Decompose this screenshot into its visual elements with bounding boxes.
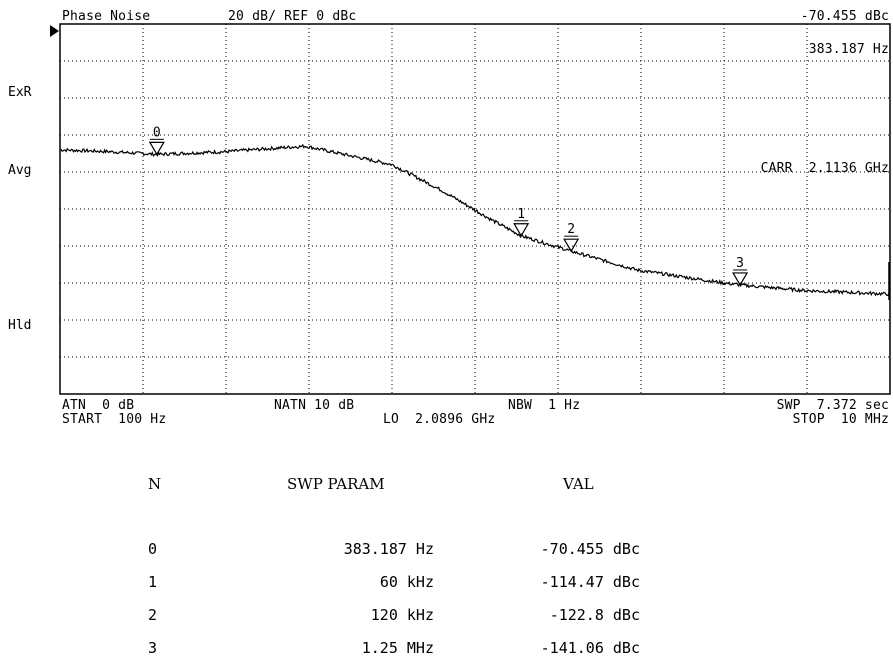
marker-label: 0	[153, 125, 161, 140]
table-header-val: VAL	[563, 475, 594, 493]
table-row-val: -141.06 dBc	[540, 639, 640, 657]
table-row-param: 120 kHz	[370, 606, 434, 624]
table-row-n: 1	[148, 573, 158, 591]
scale-label: 20 dB/ REF 0 dBc	[228, 9, 357, 24]
marker-label: 2	[567, 222, 575, 237]
marker-label: 1	[517, 207, 525, 222]
marker-group: 0 1 2 3	[148, 125, 749, 287]
marker-triangle-icon	[563, 238, 580, 253]
nbw-label: NBW 1 Hz	[508, 398, 581, 413]
sweep-time-label: SWP 7.372 sec	[776, 398, 889, 413]
exr-label: ExR	[8, 85, 32, 100]
marker-triangle-icon	[513, 223, 530, 237]
reference-arrow-icon	[50, 25, 59, 37]
table-row-val: -114.47 dBc	[540, 573, 640, 591]
table-row-param: 1.25 MHz	[361, 639, 434, 657]
hld-label: Hld	[8, 318, 32, 333]
marker-freq-readout: 383.187 Hz	[808, 42, 889, 57]
lo-label: LO 2.0896 GHz	[383, 412, 496, 427]
marker-level-readout: -70.455 dBc	[800, 9, 889, 24]
marker-triangle-icon	[148, 141, 165, 156]
table-row-param: 383.187 Hz	[343, 540, 434, 558]
table-row-val: -70.455 dBc	[540, 540, 640, 558]
carrier-readout: CARR 2.1136 GHz	[760, 161, 889, 176]
table-row-val: -122.8 dBc	[549, 606, 640, 624]
stop-freq-label: STOP 10 MHz	[792, 412, 889, 427]
plot-grid	[60, 24, 890, 394]
marker-label: 3	[736, 256, 744, 271]
start-freq-label: START 100 Hz	[62, 412, 167, 427]
mode-label: Phase Noise	[62, 9, 151, 24]
table-header-param: SWP PARAM	[287, 475, 385, 493]
atn-label: ATN 0 dB	[62, 398, 135, 413]
marker-triangle-icon	[732, 272, 749, 287]
table-row-n: 2	[148, 606, 158, 624]
table-row-param: 60 kHz	[379, 573, 434, 591]
natn-label: NATN 10 dB	[274, 398, 355, 413]
table-row-n: 3	[148, 639, 158, 657]
table-row-n: 0	[148, 540, 158, 558]
trace-line	[59, 143, 891, 297]
table-header-n: N	[148, 475, 162, 493]
avg-label: Avg	[8, 163, 32, 178]
